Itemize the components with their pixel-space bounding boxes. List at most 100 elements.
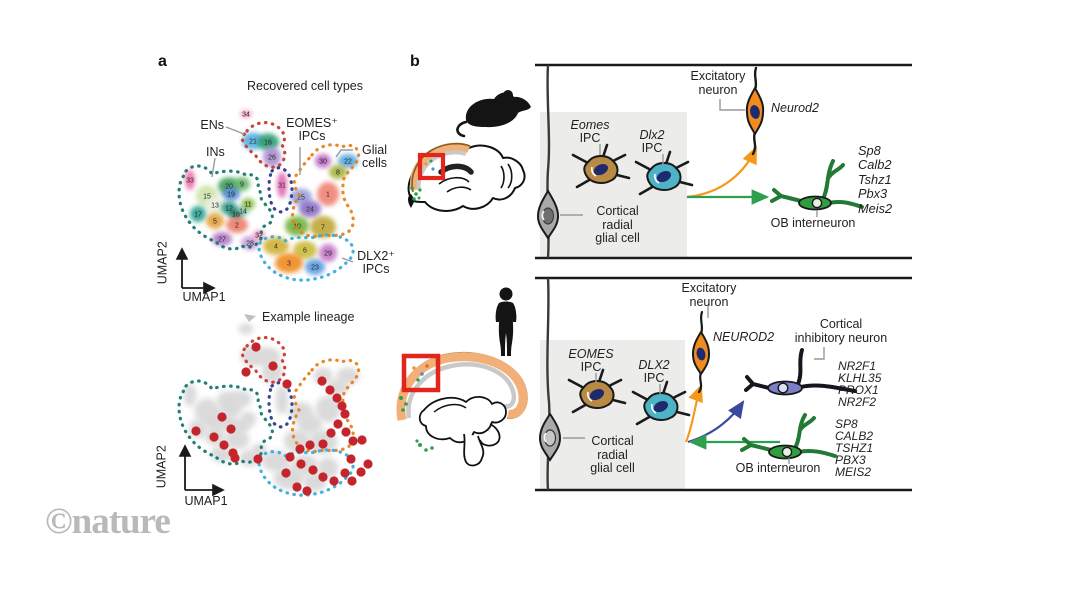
- umap-cluster-blob: [293, 241, 317, 259]
- lineage-dot: [340, 409, 350, 419]
- ens-outline: [240, 120, 287, 169]
- lineage-dot: [363, 459, 373, 469]
- gene-item: Calb2: [858, 157, 892, 173]
- mouse-label-leaders: [560, 99, 818, 217]
- umap-silhouette-blob: [220, 400, 242, 418]
- eomes-ipcs-label-line1: EOMES⁺: [286, 116, 338, 130]
- umap-cluster-blob: [185, 170, 195, 190]
- umap-cluster-blob: [205, 196, 225, 214]
- gene-item: NR2F2: [838, 395, 877, 410]
- lineage-dot: [317, 376, 327, 386]
- lineage-dot: [329, 476, 339, 486]
- ins-outline: [177, 164, 274, 251]
- human-excitatory-neuron-cell: [691, 310, 711, 394]
- umap-cluster-blob: [241, 236, 259, 250]
- mouse-ob-interneuron-label: OB interneuron: [770, 216, 856, 230]
- eomes-outline: [267, 166, 294, 214]
- umap-cluster-number: 5: [213, 219, 217, 226]
- lineage-dot: [292, 482, 302, 492]
- lineage-dot: [296, 459, 306, 469]
- lineage-dot: [302, 486, 312, 496]
- umap-cluster-number: 21: [249, 139, 257, 146]
- umap-cluster-blob: [315, 154, 331, 168]
- human-neurod2-label: NEUROD2: [713, 330, 775, 344]
- umap-cluster-blob: [317, 182, 339, 206]
- umap-cluster-number: 3: [287, 261, 291, 268]
- panel-b-label: b: [410, 53, 420, 70]
- eomes-ipcs-label-line2: IPCs: [298, 129, 326, 143]
- umap-cluster-number: 25: [297, 195, 305, 202]
- lineage-dot: [241, 367, 251, 377]
- human-dlx2-gene-label: DLX2: [638, 358, 670, 372]
- label-leader-lines: [211, 126, 354, 263]
- mouse-dlx2-gene-label: Dlx2: [639, 128, 665, 142]
- umap-cluster-blob: [305, 259, 325, 275]
- lineage-dot: [337, 401, 347, 411]
- umap-cluster-number: 13: [211, 203, 219, 210]
- umap2-axis-label-top: UMAP2: [155, 241, 170, 285]
- glial-cells-label-line1: Glial: [362, 143, 388, 157]
- gene-item: NR2F1: [838, 359, 877, 373]
- umap-cluster-number: 8: [336, 170, 340, 177]
- human-cin-gene-list: NR2F1 KLHL35 PROX1 NR2F2: [838, 360, 881, 408]
- umap-cluster-blob: [338, 154, 358, 168]
- umap-cluster-number: 19: [227, 192, 235, 199]
- umap-cluster-blob: [319, 244, 337, 262]
- lineage-dot: [318, 472, 328, 482]
- mouse-radial-glia-label: Cortical radial glial cell: [595, 204, 640, 245]
- umap-region-outlines: [177, 120, 361, 282]
- umap-cluster-blob: [190, 206, 206, 222]
- umap-silhouette-blob: [239, 411, 257, 427]
- umap-cluster-number: 4: [274, 244, 278, 251]
- dlx2-outline-bottom: [257, 448, 355, 497]
- umap-cluster-number: 18: [232, 212, 240, 219]
- gene-item: Pbx3: [858, 186, 888, 202]
- umap-cluster-number: 20: [225, 184, 233, 191]
- umap-silhouette-blob: [275, 385, 289, 415]
- gene-item: TSHZ1: [835, 441, 874, 456]
- lineage-dot-layer: [191, 342, 373, 496]
- umap-silhouette-blob: [297, 414, 323, 434]
- umap-cluster-number: 33: [186, 178, 194, 185]
- umap-cluster-number: 28: [246, 241, 254, 248]
- umap-cluster-number: 16: [264, 140, 272, 147]
- umap-cluster-number: 32: [255, 233, 263, 240]
- mouse-eomes-ipc-cell: [571, 143, 631, 189]
- lineage-dot: [295, 444, 305, 454]
- human-label-leaders: [563, 306, 825, 464]
- human-eomes-gene-label: EOMES: [568, 347, 614, 361]
- ens-outline-bottom: [240, 335, 287, 384]
- human-dlx2-ipc-cell: [631, 380, 691, 426]
- umap-silhouette-blob: [224, 430, 250, 450]
- umap-cluster-number: 23: [311, 265, 319, 272]
- human-region-highlight-box: [401, 353, 441, 393]
- lineage-dot: [281, 468, 291, 478]
- mouse-eomes-ipc-label: IPC: [579, 131, 601, 145]
- umap-cluster-blob: [310, 216, 336, 238]
- example-lineage-label: Example lineage: [262, 310, 355, 324]
- umap-cluster-blob: [329, 165, 347, 179]
- lineage-dot: [332, 393, 342, 403]
- panel-a-label: a: [158, 53, 167, 70]
- lineage-dot: [226, 424, 236, 434]
- umap2-axis-label-bottom: UMAP2: [154, 445, 169, 489]
- umap-cluster-number: 14: [239, 209, 247, 216]
- ins-outline-bottom: [177, 379, 274, 466]
- lineage-dot: [230, 453, 240, 463]
- human-silhouette-icon: [495, 287, 517, 356]
- umap-cluster-blob: [206, 213, 224, 229]
- mouse-silhouette-icon: [456, 90, 531, 138]
- umap-cluster-number: 1: [326, 192, 330, 199]
- umap-cluster-blob: [226, 217, 248, 233]
- human-cortical-inhibitory-neuron-cell: [744, 348, 857, 396]
- umap-cluster-blob: [299, 200, 321, 218]
- human-cortical-inhibitory-label: Cortical inhibitory neuron: [794, 317, 888, 345]
- umap-axes: [175, 247, 216, 295]
- lineage-dot: [325, 385, 335, 395]
- nature-watermark: ©nature: [45, 501, 171, 542]
- gene-item: Tshz1: [858, 171, 892, 187]
- umap-axes-bottom: [178, 444, 225, 497]
